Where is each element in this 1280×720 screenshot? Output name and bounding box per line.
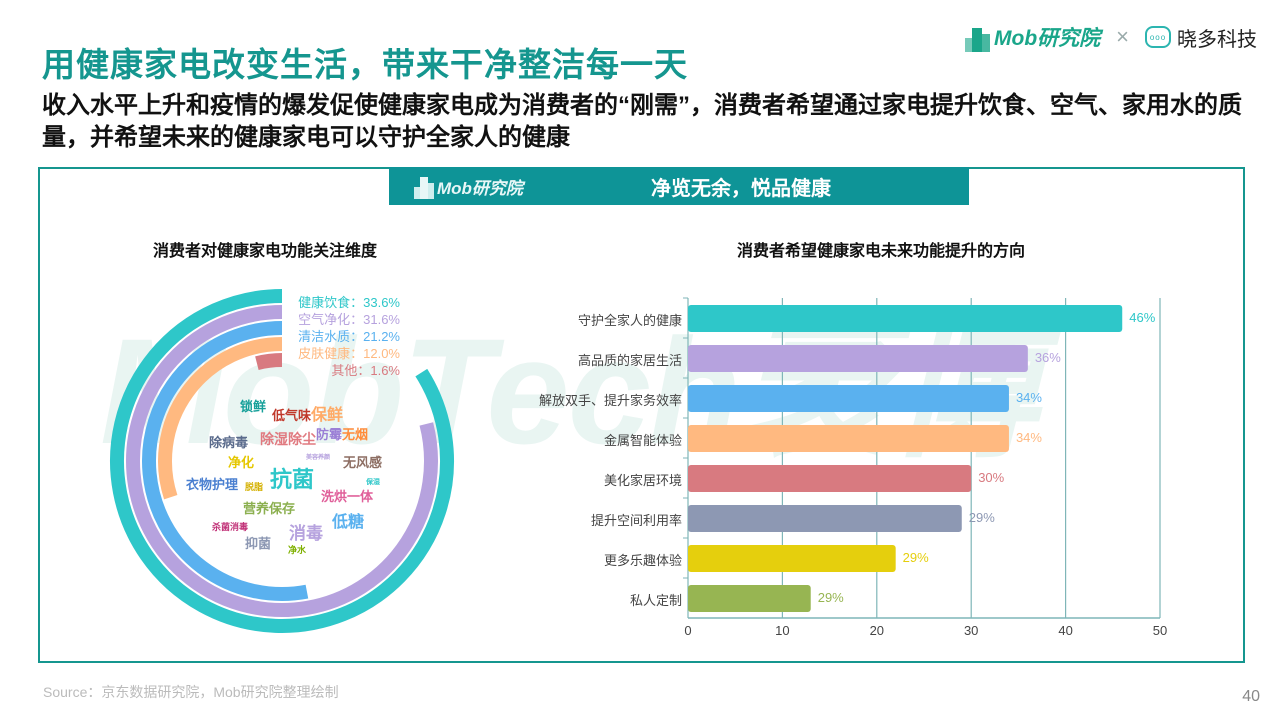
radial-bar-3 bbox=[158, 337, 283, 500]
chart-title-right: 消费者希望健康家电未来功能提升的方向 bbox=[737, 243, 1026, 260]
category-label: 提升空间利用率 bbox=[590, 513, 682, 528]
value-label: 29% bbox=[968, 510, 995, 525]
mob-logo: Mob研究院 bbox=[965, 22, 1100, 52]
banner-logo-text: Mob研究院 bbox=[437, 178, 523, 198]
bar-5 bbox=[688, 505, 962, 532]
word-cloud-term: 抑菌 bbox=[245, 536, 272, 551]
value-label: 36% bbox=[1034, 350, 1061, 365]
category-label: 金属智能体验 bbox=[603, 433, 682, 448]
page-subtitle: 收入水平上升和疫情的爆发促使健康家电成为消费者的“刚需”，消费者希望通过家电提升… bbox=[42, 92, 1242, 151]
page-title: 用健康家电改变生活，带来干净整洁每一天 bbox=[42, 46, 688, 83]
bar-7 bbox=[688, 585, 811, 612]
word-cloud-term: 净水 bbox=[288, 545, 307, 555]
word-cloud-term: 消毒 bbox=[289, 524, 323, 543]
banner-title: 净览无余，悦品健康 bbox=[651, 177, 831, 200]
building-icon bbox=[414, 176, 434, 199]
category-label: 美化家居环境 bbox=[603, 473, 682, 488]
bar-3 bbox=[688, 425, 1009, 452]
x-tick-label: 30 bbox=[963, 623, 979, 638]
word-cloud-term: 低气味 bbox=[272, 408, 312, 423]
chart-title-left: 消费者对健康家电功能关注维度 bbox=[153, 243, 378, 260]
building-icon bbox=[965, 28, 991, 52]
bar-0 bbox=[688, 305, 1123, 332]
bar-2 bbox=[688, 385, 1009, 412]
partner-logo: ooo 晓多科技 bbox=[1145, 23, 1257, 52]
x-tick-label: 20 bbox=[869, 623, 885, 638]
word-cloud-term: 保湿 bbox=[366, 479, 380, 486]
value-label: 30% bbox=[978, 470, 1005, 485]
times-icon: × bbox=[1116, 24, 1130, 49]
value-label: 34% bbox=[1015, 430, 1042, 445]
bar-6 bbox=[688, 545, 896, 572]
radial-bar-1 bbox=[126, 305, 438, 617]
radial-bar-2 bbox=[142, 321, 309, 601]
word-cloud-term: 锁鲜 bbox=[240, 399, 267, 414]
word-cloud-term: 无风感 bbox=[343, 455, 383, 470]
banner-logo: Mob研究院 bbox=[414, 174, 523, 199]
category-label: 更多乐趣体验 bbox=[603, 553, 682, 568]
category-label: 守护全家人的健康 bbox=[577, 313, 682, 328]
x-tick-label: 50 bbox=[1152, 623, 1168, 638]
page-number: 40 bbox=[1242, 688, 1260, 705]
word-cloud-term: 除病毒 bbox=[209, 435, 249, 450]
partner-logo-text: 晓多科技 bbox=[1177, 28, 1258, 51]
x-tick-label: 10 bbox=[775, 623, 790, 638]
value-label: 34% bbox=[1015, 390, 1042, 405]
word-cloud-term: 低糖 bbox=[332, 514, 365, 531]
word-cloud-term: 洗烘一体 bbox=[321, 489, 374, 504]
radial-bar-0 bbox=[110, 289, 454, 633]
word-cloud-term: 衣物护理 bbox=[186, 477, 239, 492]
legend-label-2: 清洁水质：21.2% bbox=[298, 329, 400, 344]
x-tick-label: 0 bbox=[684, 623, 692, 638]
value-label: 46% bbox=[1129, 310, 1156, 325]
legend-label-1: 空气净化：31.6% bbox=[298, 312, 400, 327]
bar-1 bbox=[688, 345, 1028, 372]
word-cloud-term: 杀菌消毒 bbox=[212, 522, 249, 532]
header-logos: Mob研究院 × ooo 晓多科技 bbox=[965, 22, 1257, 52]
word-cloud-term: 净化 bbox=[228, 455, 255, 470]
source-note: Source：京东数据研究院，Mob研究院整理绘制 bbox=[43, 684, 339, 700]
x-tick-label: 40 bbox=[1058, 623, 1073, 638]
word-cloud-term: 保鲜 bbox=[311, 407, 344, 424]
category-label: 私人定制 bbox=[629, 593, 682, 608]
word-cloud-term: 美容养颜 bbox=[306, 455, 331, 461]
bar-4 bbox=[688, 465, 972, 492]
section-banner: Mob研究院 净览无余，悦品健康 bbox=[389, 167, 969, 205]
value-label: 29% bbox=[817, 590, 844, 605]
radial-bar-4 bbox=[255, 353, 283, 370]
legend-label-4: 其他：1.6% bbox=[331, 363, 400, 378]
category-label: 解放双手、提升家务效率 bbox=[538, 393, 682, 408]
chat-bubble-icon: ooo bbox=[1145, 26, 1172, 48]
word-cloud-term: 抗菌 bbox=[270, 467, 315, 492]
category-label: 高品质的家居生活 bbox=[577, 353, 682, 368]
mob-logo-text: Mob研究院 bbox=[994, 27, 1101, 50]
word-cloud-term: 脱脂 bbox=[245, 482, 264, 492]
legend-label-3: 皮肤健康：12.0% bbox=[298, 346, 400, 361]
legend-label-0: 健康饮食：33.6% bbox=[298, 295, 400, 310]
word-cloud-term: 除湿除尘 bbox=[260, 431, 316, 447]
value-label: 29% bbox=[902, 550, 929, 565]
word-cloud-term: 营养保存 bbox=[243, 501, 296, 516]
word-cloud-term: 无烟 bbox=[342, 427, 369, 442]
word-cloud-term: 防霉 bbox=[316, 427, 343, 442]
